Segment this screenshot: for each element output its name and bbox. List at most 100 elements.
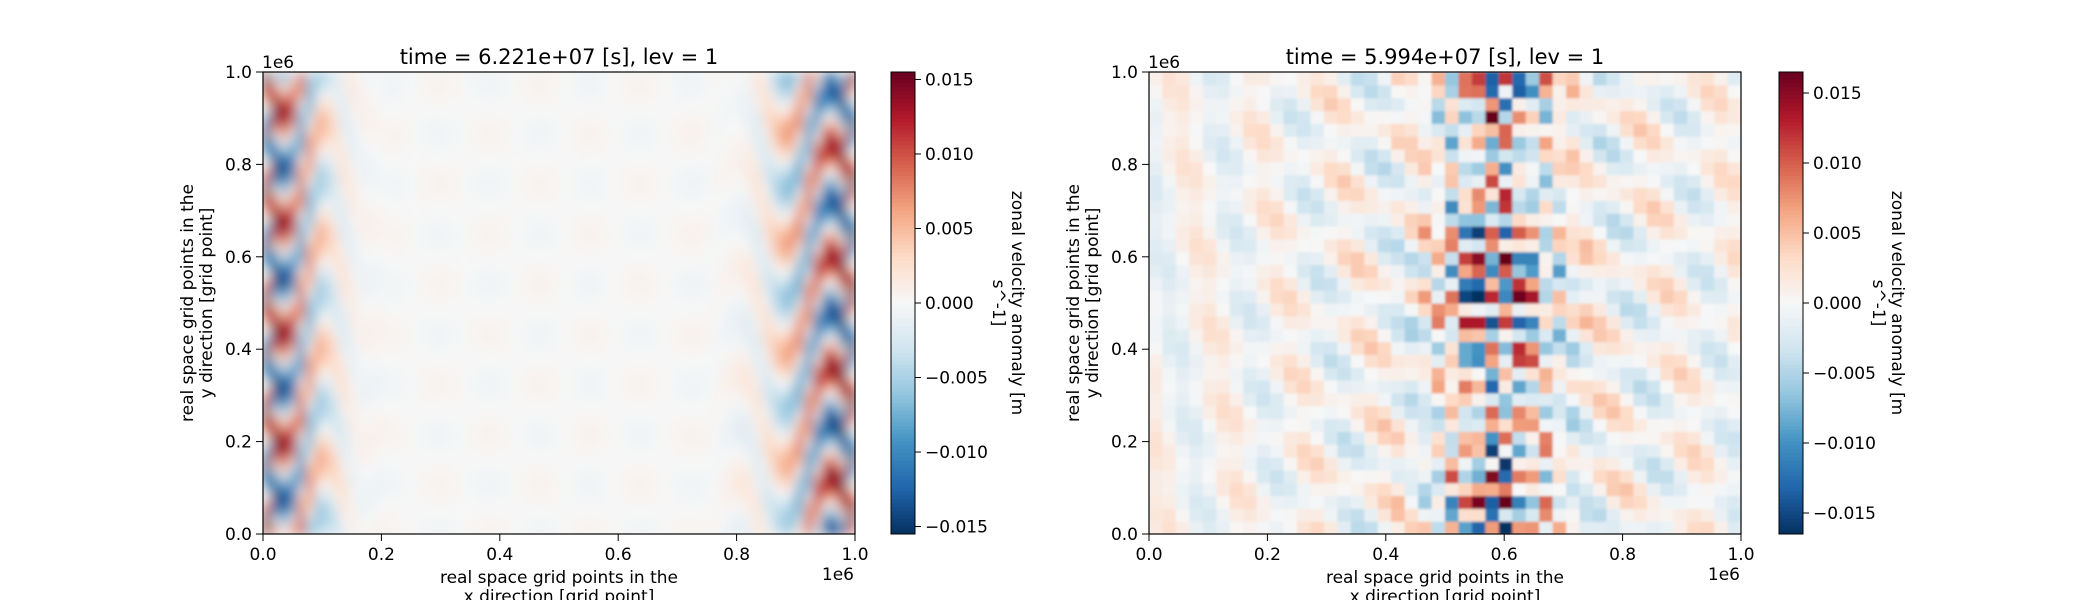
heatmap-cell (1458, 187, 1473, 201)
heatmap-cell (592, 320, 602, 330)
heatmap-cell (829, 482, 839, 492)
heatmap-cell (1431, 200, 1446, 214)
heatmap-cell (347, 380, 357, 390)
colorbar-segment (891, 368, 915, 373)
heatmap-cell (356, 354, 366, 364)
heatmap-cell (356, 320, 366, 330)
heatmap-cell (499, 226, 509, 236)
heatmap-cell (1162, 367, 1177, 381)
heatmap-cell (1404, 200, 1419, 214)
heatmap-cell (745, 354, 755, 364)
heatmap-cell (812, 303, 822, 313)
heatmap-cell (1498, 290, 1513, 304)
heatmap-cell (829, 106, 839, 116)
heatmap-cell (1498, 213, 1513, 227)
heatmap-cell (339, 431, 349, 441)
heatmap-cell (711, 285, 721, 296)
heatmap-cell (1350, 72, 1365, 86)
heatmap-cell (398, 268, 408, 278)
heatmap-cell (491, 174, 501, 184)
heatmap-cell (542, 337, 552, 347)
heatmap-cell (626, 277, 636, 287)
heatmap-cell (491, 268, 501, 278)
heatmap-cell (330, 166, 340, 176)
colorbar-segment (891, 503, 915, 508)
heatmap-cell (660, 89, 670, 99)
heatmap-cell (728, 422, 738, 432)
heatmap-cell (533, 345, 543, 355)
heatmap-cell (677, 482, 687, 492)
heatmap-cell (398, 251, 408, 261)
heatmap-cell (761, 294, 772, 304)
heatmap-cell (567, 183, 577, 193)
heatmap-cell (1229, 238, 1244, 253)
y-tick-label: 1.0 (225, 63, 252, 83)
heatmap-cell (440, 439, 450, 450)
heatmap-cell (508, 251, 518, 261)
heatmap-cell (660, 157, 670, 167)
x-axis-label-1b: x direction [grid point] (464, 587, 655, 600)
heatmap-cell (719, 114, 729, 124)
heatmap-cell (322, 97, 332, 107)
heatmap-cell (592, 491, 602, 501)
heatmap-cell (305, 525, 315, 534)
heatmap-cell (1512, 277, 1527, 291)
heatmap-cell (829, 457, 839, 467)
heatmap-cell (609, 345, 619, 355)
heatmap-cell (1270, 328, 1285, 343)
heatmap-cell (279, 191, 289, 201)
heatmap-cell (1418, 405, 1433, 420)
heatmap-cell (364, 149, 374, 159)
heatmap-cell (465, 397, 476, 407)
heatmap-cell (398, 174, 408, 184)
heatmap-cell (288, 465, 298, 475)
heatmap-cell (761, 131, 772, 142)
heatmap-cell (550, 217, 560, 227)
heatmap-cell (592, 354, 602, 364)
heatmap-cell (609, 397, 619, 407)
heatmap-cell (804, 200, 814, 210)
heatmap-cell (584, 97, 594, 107)
heatmap-cell (423, 149, 433, 159)
heatmap-cell (601, 191, 611, 201)
heatmap-cell (635, 200, 645, 210)
heatmap-cell (728, 328, 738, 338)
heatmap-cell (1310, 521, 1325, 534)
heatmap-cell (322, 397, 332, 407)
heatmap-cell (482, 311, 492, 321)
heatmap-cell (482, 388, 492, 398)
colorbar-segment (891, 326, 915, 331)
heatmap-cell (702, 183, 712, 193)
heatmap-cell (389, 131, 399, 142)
heatmap-cell (1458, 457, 1473, 471)
heatmap-cell (846, 431, 855, 441)
heatmap-cell (271, 106, 281, 116)
heatmap-cell (609, 183, 619, 193)
heatmap-cell (778, 191, 788, 201)
heatmap-cell (575, 200, 585, 210)
heatmap-cell (761, 448, 772, 458)
heatmap-cell (423, 345, 433, 355)
heatmap-cell (745, 157, 755, 167)
heatmap-cell (1189, 174, 1204, 189)
heatmap-cell (601, 226, 611, 236)
heatmap-cell (1445, 200, 1460, 214)
heatmap-cell (542, 320, 552, 330)
heatmap-cell (609, 268, 619, 278)
heatmap-cell (821, 80, 831, 90)
colorbar-segment (891, 518, 915, 523)
heatmap-cell (736, 362, 746, 373)
heatmap-cell (728, 157, 738, 167)
heatmap-cell (745, 311, 755, 321)
heatmap-cell (618, 371, 628, 381)
heatmap-cell (347, 72, 357, 82)
heatmap-cell (305, 482, 315, 492)
heatmap-cell (305, 422, 315, 432)
heatmap-cell (1256, 161, 1271, 176)
heatmap-cell (787, 80, 797, 90)
heatmap-cell (550, 89, 560, 99)
heatmap-cell (702, 337, 712, 347)
heatmap-cell (525, 89, 535, 99)
heatmap-cell (1283, 444, 1298, 458)
heatmap-cell (1485, 303, 1500, 317)
